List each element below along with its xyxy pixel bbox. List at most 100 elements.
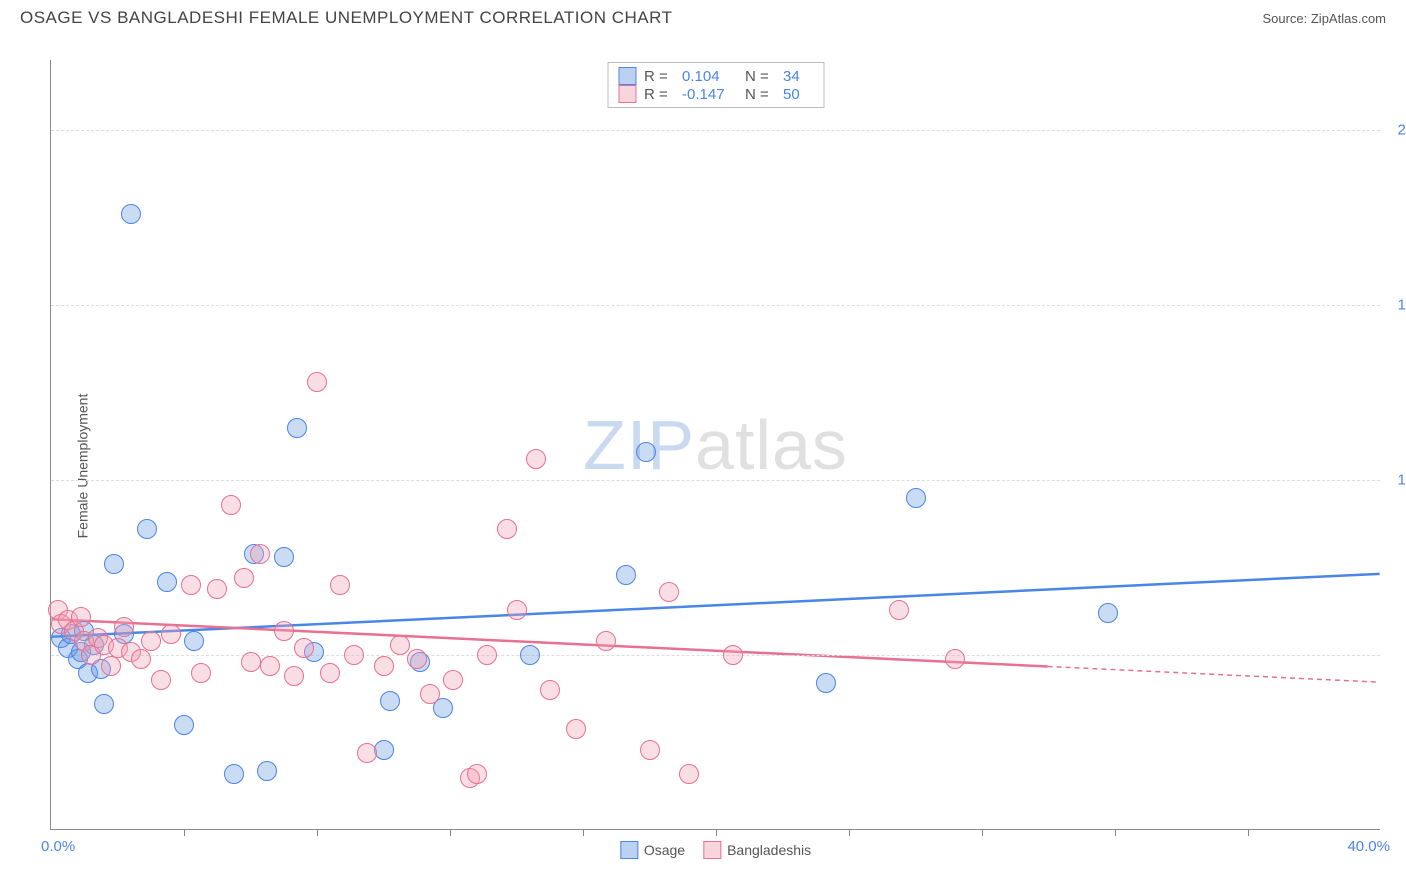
scatter-point [104, 554, 124, 574]
scatter-point [207, 579, 227, 599]
scatter-point [497, 519, 517, 539]
x-tick-minor [583, 829, 584, 836]
scatter-point [723, 645, 743, 665]
r-label: R = [644, 86, 674, 103]
legend-row: R = 0.104 N = 34 [618, 67, 813, 85]
scatter-point [257, 761, 277, 781]
scatter-point [224, 764, 244, 784]
scatter-point [679, 764, 699, 784]
scatter-point [507, 600, 527, 620]
x-tick-minor [1248, 829, 1249, 836]
scatter-point [596, 631, 616, 651]
x-tick-minor [849, 829, 850, 836]
scatter-point [616, 565, 636, 585]
scatter-point [330, 575, 350, 595]
x-tick-minor [1115, 829, 1116, 836]
watermark: ZIPatlas [583, 405, 848, 485]
legend-label: Osage [644, 842, 685, 858]
legend-label: Bangladeshis [727, 842, 811, 858]
x-axis-max-label: 40.0% [1347, 838, 1390, 855]
legend-swatch [703, 841, 721, 859]
n-label: N = [745, 68, 775, 85]
legend-row: R = -0.147 N = 50 [618, 85, 813, 103]
scatter-point [137, 519, 157, 539]
r-label: R = [644, 68, 674, 85]
scatter-point [184, 631, 204, 651]
scatter-point [320, 663, 340, 683]
scatter-point [151, 670, 171, 690]
scatter-point [380, 691, 400, 711]
scatter-point [260, 656, 280, 676]
scatter-point [114, 617, 134, 637]
gridline-h [51, 480, 1380, 481]
scatter-point [467, 764, 487, 784]
scatter-point [407, 649, 427, 669]
x-tick-minor [450, 829, 451, 836]
scatter-point [540, 680, 560, 700]
scatter-point [816, 673, 836, 693]
scatter-point [357, 743, 377, 763]
legend-swatch [618, 67, 636, 85]
scatter-point [221, 495, 241, 515]
scatter-point [659, 582, 679, 602]
scatter-point [889, 600, 909, 620]
scatter-point [344, 645, 364, 665]
scatter-point [234, 568, 254, 588]
n-label: N = [745, 86, 775, 103]
y-tick-label: 5.0% [1385, 647, 1406, 664]
r-value: 0.104 [682, 68, 737, 85]
scatter-point [191, 663, 211, 683]
scatter-point [284, 666, 304, 686]
x-tick-minor [184, 829, 185, 836]
scatter-point [945, 649, 965, 669]
scatter-point [420, 684, 440, 704]
scatter-point [640, 740, 660, 760]
n-value: 34 [783, 68, 813, 85]
scatter-point [181, 575, 201, 595]
scatter-point [174, 715, 194, 735]
scatter-point [94, 694, 114, 714]
scatter-point [241, 652, 261, 672]
scatter-point [374, 656, 394, 676]
scatter-point [443, 670, 463, 690]
scatter-point [250, 544, 270, 564]
scatter-point [287, 418, 307, 438]
scatter-point [477, 645, 497, 665]
x-axis-min-label: 0.0% [41, 838, 75, 855]
scatter-point [71, 607, 91, 627]
chart-title: OSAGE VS BANGLADESHI FEMALE UNEMPLOYMENT… [20, 8, 672, 28]
scatter-point [906, 488, 926, 508]
scatter-point [274, 547, 294, 567]
legend-item: Osage [620, 841, 685, 859]
scatter-point [636, 442, 656, 462]
scatter-point [131, 649, 151, 669]
scatter-point [520, 645, 540, 665]
scatter-point [390, 635, 410, 655]
legend-swatch [618, 85, 636, 103]
series-legend: Osage Bangladeshis [620, 841, 811, 859]
scatter-point [121, 204, 141, 224]
y-tick-label: 15.0% [1385, 297, 1406, 314]
scatter-point [294, 638, 314, 658]
n-value: 50 [783, 86, 813, 103]
x-tick-minor [317, 829, 318, 836]
source-label: Source: ZipAtlas.com [1262, 11, 1386, 26]
scatter-point [307, 372, 327, 392]
scatter-point [566, 719, 586, 739]
y-tick-label: 20.0% [1385, 122, 1406, 139]
r-value: -0.147 [682, 86, 737, 103]
trend-line-dashed [1048, 666, 1380, 682]
x-tick-minor [982, 829, 983, 836]
y-tick-label: 10.0% [1385, 472, 1406, 489]
trend-lines [51, 60, 1380, 829]
watermark-atlas: atlas [695, 406, 848, 484]
scatter-point [157, 572, 177, 592]
scatter-point [101, 656, 121, 676]
gridline-h [51, 305, 1380, 306]
scatter-point [526, 449, 546, 469]
legend-swatch [620, 841, 638, 859]
scatter-point [1098, 603, 1118, 623]
x-tick-minor [716, 829, 717, 836]
scatter-point [274, 621, 294, 641]
correlation-legend: R = 0.104 N = 34 R = -0.147 N = 50 [607, 62, 824, 108]
